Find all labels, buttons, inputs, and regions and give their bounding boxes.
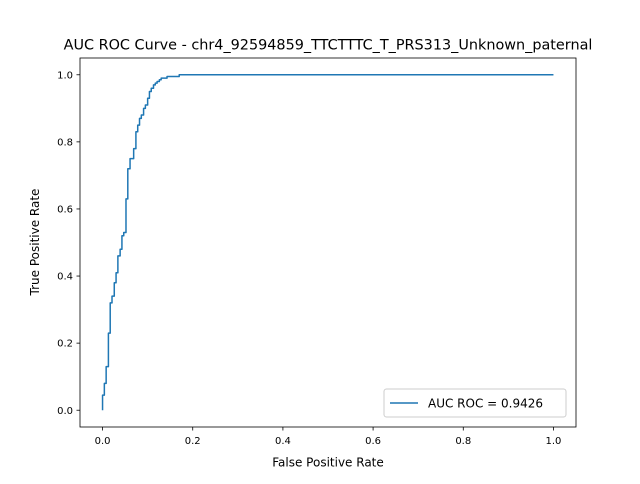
x-tick-label: 0.8 xyxy=(455,436,471,447)
legend: AUC ROC = 0.9426 xyxy=(383,388,567,418)
x-tick-label: 0.6 xyxy=(365,436,381,447)
y-tick-label: 0.0 xyxy=(57,406,73,417)
chart-title: AUC ROC Curve - chr4_92594859_TTCTTTC_T_… xyxy=(64,38,593,54)
y-tick-label: 0.8 xyxy=(57,137,73,148)
legend-box xyxy=(383,388,567,418)
y-tick-label: 0.6 xyxy=(57,205,73,216)
x-tick-label: 0.0 xyxy=(95,436,111,447)
x-tick-label: 0.4 xyxy=(275,436,291,447)
legend-label: AUC ROC = 0.9426 xyxy=(428,397,543,411)
plot-area xyxy=(79,57,577,428)
x-tick-label: 1.0 xyxy=(546,436,562,447)
axes-frame xyxy=(79,57,577,428)
y-tick-label: 0.2 xyxy=(57,339,73,350)
axis-ticks: 0.0 0.2 0.4 0.6 0.8 1.0 0.0 0.2 0.4 0.6 0.8 1.0 xyxy=(57,70,561,447)
y-tick-label: 1.0 xyxy=(57,70,73,81)
y-axis-label: True Positive Rate xyxy=(28,189,42,297)
roc-series-line-0 xyxy=(101,74,554,411)
x-tick-label: 0.2 xyxy=(185,436,201,447)
y-tick-label: 0.4 xyxy=(57,272,73,283)
x-axis-label: False Positive Rate xyxy=(272,456,384,470)
